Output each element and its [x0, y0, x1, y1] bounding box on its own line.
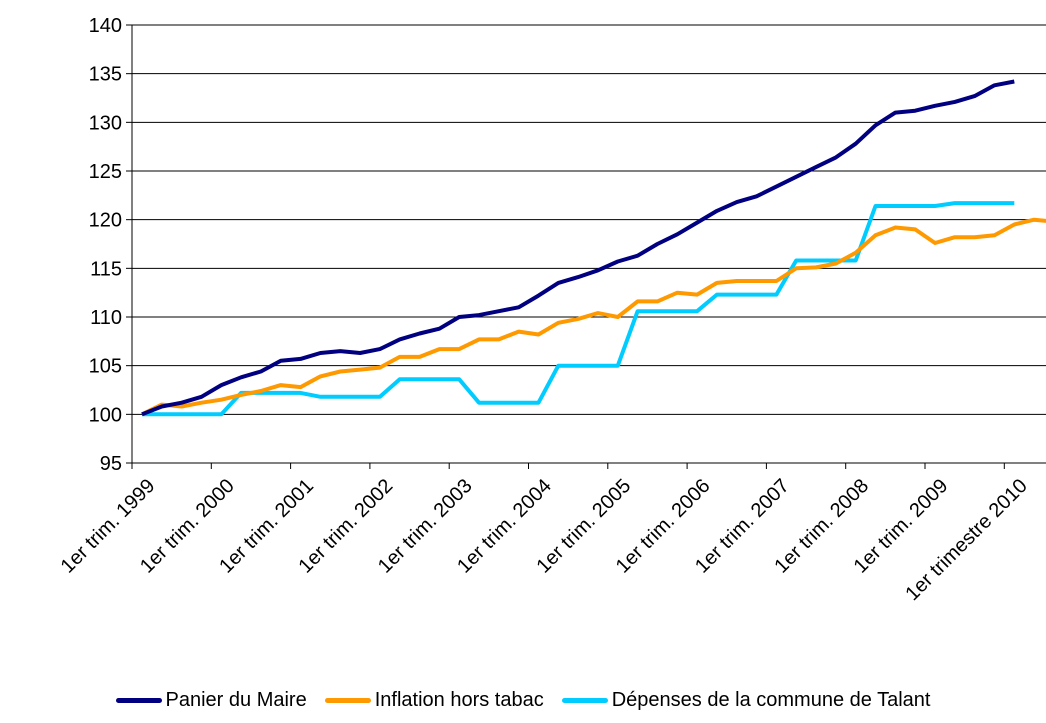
legend-item-panier: Panier du Maire	[115, 688, 307, 712]
axes	[126, 24, 1046, 469]
gridlines	[132, 24, 1046, 415]
series-line-2	[142, 201, 1015, 417]
legend-swatch-panier	[115, 697, 162, 703]
legend-label-panier: Panier du Maire	[165, 688, 307, 711]
legend-item-depenses: Dépenses de la commune de Talant	[561, 688, 931, 712]
legend: Panier du Maire Inflation hors tabac Dép…	[0, 686, 1046, 714]
y-tick-label: 110	[90, 307, 122, 329]
y-tick-label: 100	[89, 404, 122, 426]
y-tick-label: 95	[100, 453, 122, 475]
legend-swatch-inflation	[324, 697, 371, 703]
legend-label-inflation: Inflation hors tabac	[374, 688, 544, 711]
legend-swatch-depenses	[561, 697, 608, 703]
series-line-0	[141, 79, 1015, 417]
series-lines	[141, 79, 1046, 417]
y-tick-label: 105	[89, 356, 122, 378]
y-tick-label: 140	[89, 15, 122, 37]
y-tick-label: 125	[89, 161, 122, 183]
y-tick-label: 130	[89, 112, 122, 134]
series-line-1	[141, 217, 1046, 417]
y-tick-label: 115	[90, 258, 122, 280]
y-tick-label: 135	[89, 64, 122, 86]
legend-item-inflation: Inflation hors tabac	[324, 688, 544, 712]
legend-label-depenses: Dépenses de la commune de Talant	[611, 688, 931, 711]
y-tick-label: 120	[89, 210, 122, 232]
